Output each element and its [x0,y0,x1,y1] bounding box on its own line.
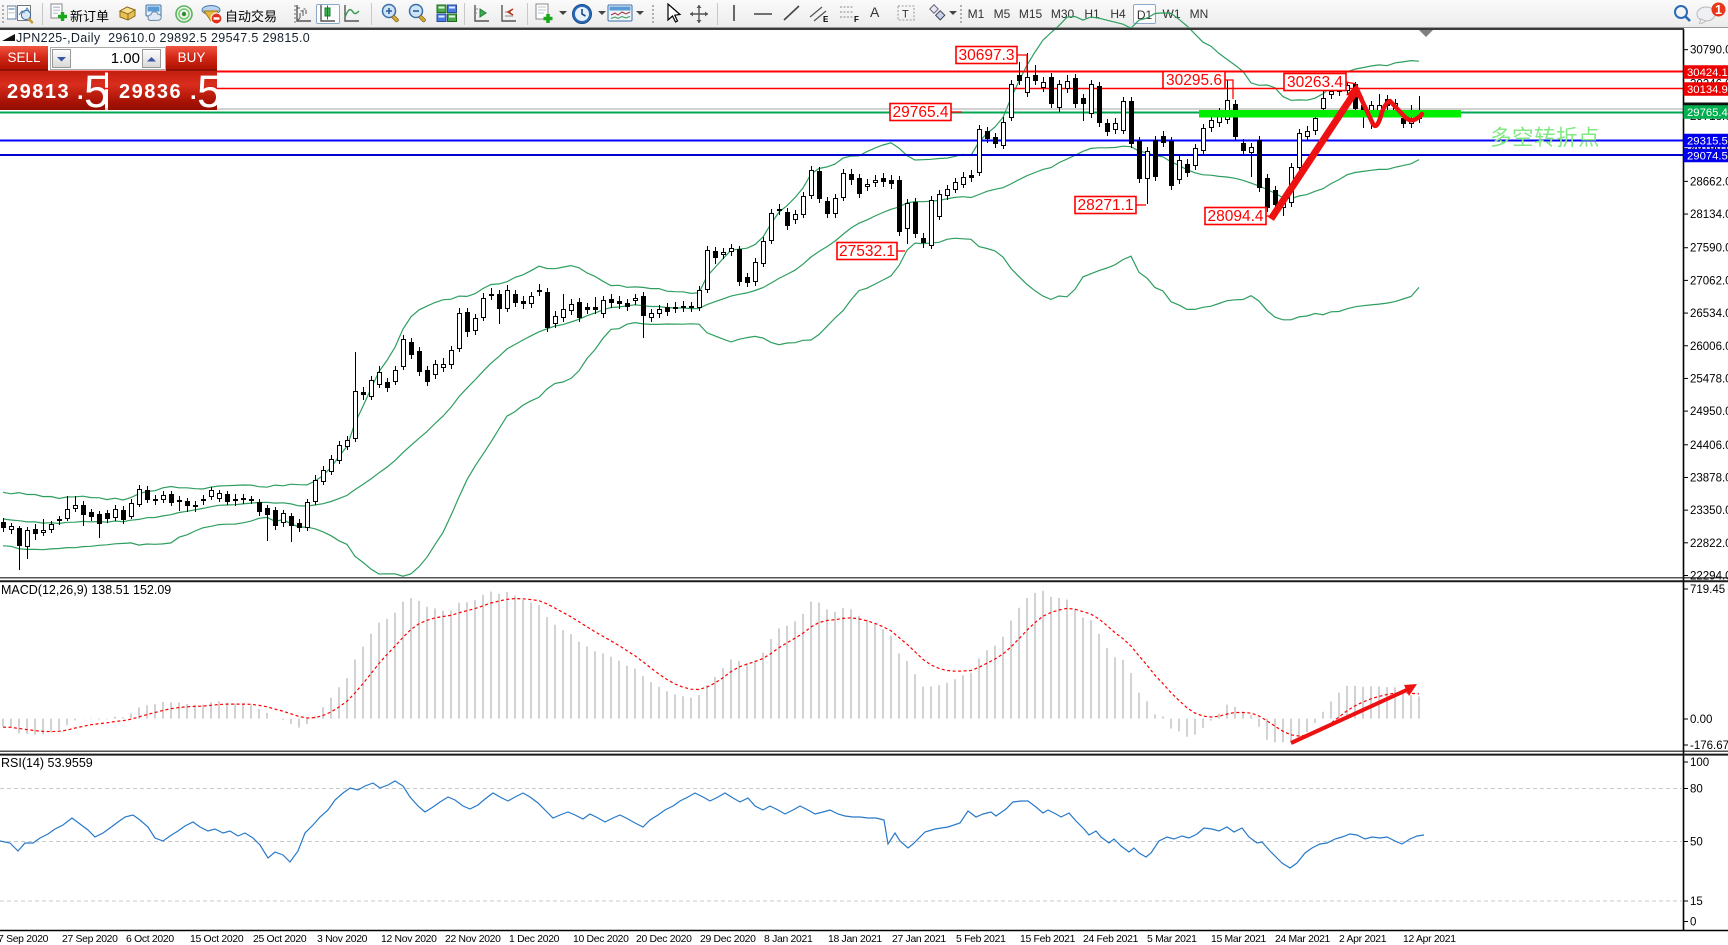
svg-text:多空转折点: 多空转折点 [1490,126,1600,150]
svg-text:-176.67: -176.67 [1690,740,1728,752]
svg-text:30790.0: 30790.0 [1690,45,1728,57]
svg-text:27532.1: 27532.1 [839,243,895,260]
svg-text:0.00: 0.00 [1690,714,1712,726]
svg-text:719.45: 719.45 [1690,584,1725,596]
svg-text:15 Feb 2021: 15 Feb 2021 [1020,934,1076,945]
svg-text:1: 1 [1715,3,1722,17]
svg-text:30424.1: 30424.1 [1687,67,1728,79]
svg-text:29765.4: 29765.4 [892,104,948,121]
svg-text:12 Apr 2021: 12 Apr 2021 [1403,934,1456,945]
svg-text:80: 80 [1690,784,1703,796]
svg-text:24 Feb 2021: 24 Feb 2021 [1083,934,1139,945]
svg-text:28134.0: 28134.0 [1690,209,1728,221]
svg-text:T: T [902,9,909,21]
svg-text:26534.0: 26534.0 [1690,308,1728,320]
svg-text:F: F [854,15,859,24]
svg-text:30697.3: 30697.3 [958,47,1014,64]
svg-text:5 Mar 2021: 5 Mar 2021 [1147,934,1197,945]
svg-text:12 Nov 2020: 12 Nov 2020 [381,934,437,945]
svg-text:0: 0 [1690,917,1696,929]
svg-text:30134.9: 30134.9 [1687,84,1728,96]
svg-text:6 Oct 2020: 6 Oct 2020 [126,934,174,945]
svg-text:18 Jan 2021: 18 Jan 2021 [828,934,882,945]
svg-text:7 Sep 2020: 7 Sep 2020 [0,934,49,945]
svg-text:22822.0: 22822.0 [1690,538,1728,550]
svg-text:24 Mar 2021: 24 Mar 2021 [1275,934,1331,945]
svg-text:23878.0: 23878.0 [1690,472,1728,484]
svg-text:100: 100 [1690,757,1709,769]
svg-text:8 Jan 2021: 8 Jan 2021 [764,934,813,945]
svg-text:29074.5: 29074.5 [1687,151,1728,163]
svg-text:30295.6: 30295.6 [1166,72,1222,89]
svg-text:15 Oct 2020: 15 Oct 2020 [190,934,244,945]
svg-text:24406.0: 24406.0 [1690,440,1728,452]
svg-text:MACD(12,26,9) 138.51 152.09: MACD(12,26,9) 138.51 152.09 [1,583,171,597]
svg-text:22294.0: 22294.0 [1690,571,1728,583]
svg-text:24950.0: 24950.0 [1690,406,1728,418]
svg-text:29315.5: 29315.5 [1687,136,1728,148]
svg-text:30263.4: 30263.4 [1287,74,1343,91]
svg-text:15 Mar 2021: 15 Mar 2021 [1211,934,1267,945]
svg-text:5 Feb 2021: 5 Feb 2021 [956,934,1006,945]
svg-text:RSI(14) 53.9559: RSI(14) 53.9559 [1,756,93,770]
svg-text:10 Dec 2020: 10 Dec 2020 [573,934,629,945]
svg-text:2 Apr 2021: 2 Apr 2021 [1339,934,1387,945]
svg-text:27 Sep 2020: 27 Sep 2020 [62,934,118,945]
svg-text:25 Oct 2020: 25 Oct 2020 [253,934,307,945]
svg-text:27590.0: 27590.0 [1690,243,1728,255]
svg-text:28271.1: 28271.1 [1077,197,1133,214]
svg-text:28094.4: 28094.4 [1207,208,1263,225]
svg-text:29765.4: 29765.4 [1687,107,1728,119]
svg-text:50: 50 [1690,837,1703,849]
svg-text:25478.0: 25478.0 [1690,373,1728,385]
svg-text:27 Jan 2021: 27 Jan 2021 [892,934,946,945]
svg-text:29 Dec 2020: 29 Dec 2020 [700,934,756,945]
svg-text:15: 15 [1690,896,1703,908]
svg-text:26006.0: 26006.0 [1690,341,1728,353]
svg-text:28662.0: 28662.0 [1690,176,1728,188]
svg-text:3 Nov 2020: 3 Nov 2020 [317,934,368,945]
svg-text:22 Nov 2020: 22 Nov 2020 [445,934,501,945]
svg-text:E: E [823,15,829,24]
svg-text:23350.0: 23350.0 [1690,505,1728,517]
svg-text:1 Dec 2020: 1 Dec 2020 [509,934,560,945]
svg-text:27062.0: 27062.0 [1690,275,1728,287]
svg-text:20 Dec 2020: 20 Dec 2020 [636,934,692,945]
